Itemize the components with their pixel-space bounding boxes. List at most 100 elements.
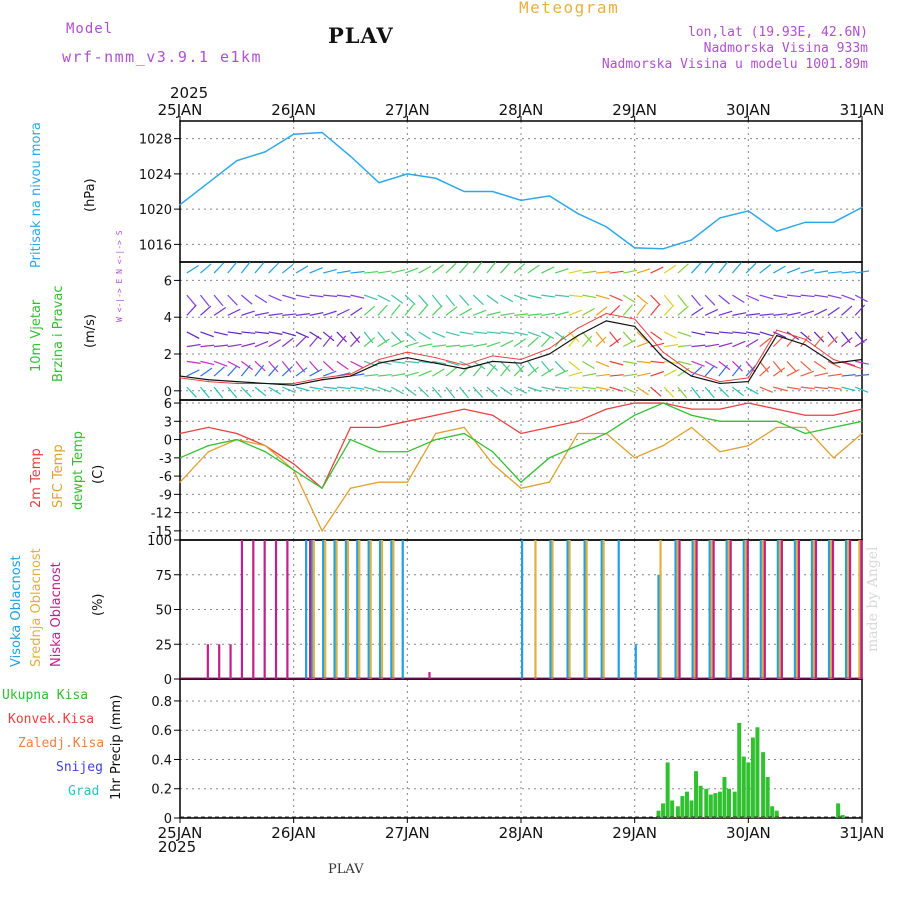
wind-arrow (786, 294, 801, 298)
wind-arrow (254, 360, 266, 372)
temp-line-0-point (861, 408, 863, 410)
y-tick-label: 6 (164, 274, 172, 289)
wind-arrow (582, 294, 597, 299)
wind-arrow (404, 331, 417, 342)
wind-arrow (404, 341, 419, 348)
wind-arrow (186, 360, 201, 364)
cloud-bar (676, 540, 679, 679)
wind-arrow (595, 271, 611, 274)
cloud-bar (206, 644, 209, 679)
wind-arrow (582, 386, 597, 390)
wind-arrow (541, 360, 551, 373)
wind-arrow (827, 373, 842, 377)
cloud-bar (305, 540, 308, 679)
wind-arrow (650, 304, 660, 316)
wind-arrow (568, 335, 578, 348)
temp-line-2-point (520, 481, 522, 483)
wind-arrow (663, 331, 677, 339)
wind-arrow (418, 331, 431, 340)
wind-arrow (445, 262, 457, 274)
wind-arrow (827, 331, 838, 344)
temp-line-1-point (634, 457, 636, 459)
wind-arrow (554, 311, 569, 316)
temp-line-0-point (349, 426, 352, 428)
cloud-bar (659, 540, 662, 679)
cloud-bar (744, 540, 747, 679)
wind-arrow (431, 386, 442, 399)
cloud-bar (674, 540, 677, 679)
temp-line-2-point (804, 432, 806, 435)
wind-arrow (527, 336, 539, 348)
wind-arrow (213, 366, 225, 377)
cloud-bar (390, 540, 393, 679)
wind-arrow (295, 367, 308, 377)
temp-line-2-point (832, 426, 835, 428)
wind-gust-line-point (491, 355, 494, 357)
wind-arrow (336, 294, 351, 298)
wind-arrow (541, 335, 552, 348)
wind-arrow (568, 360, 581, 371)
wind-arrow (636, 386, 649, 396)
precip-bar (774, 810, 779, 818)
wind-arrow (664, 343, 679, 348)
precip-bar (675, 806, 680, 818)
pressure-line-point (406, 173, 408, 175)
wind-arrow (459, 331, 474, 335)
wind-arrow (445, 306, 458, 316)
wind-arrow (432, 360, 447, 365)
wind-arrow (527, 331, 542, 338)
cloud-bar (810, 540, 814, 679)
wind-arrow (595, 360, 610, 368)
wind-arrow (323, 370, 337, 377)
cloud-bar (358, 540, 361, 679)
wind-arrow (732, 294, 745, 303)
wind-arrow (691, 386, 701, 399)
wind-arrow (609, 305, 621, 316)
wind-arrow (186, 343, 201, 348)
wind-arrow (281, 337, 294, 348)
wind-arrow (254, 331, 269, 335)
wind-arrow (773, 312, 788, 316)
wind-speed-line-point (548, 353, 551, 355)
wind-arrow (241, 331, 256, 334)
wind-arrow (582, 270, 597, 274)
wind-arrow (391, 360, 406, 364)
cloud-bar (812, 540, 816, 679)
wind-arrow (677, 386, 688, 399)
wind-gust-line-point (804, 338, 806, 340)
wind-arrow (213, 294, 224, 307)
precip-bar (755, 727, 760, 818)
cloud-bar (602, 540, 605, 679)
wind-gust-line-point (406, 351, 408, 353)
wind-arrow (363, 337, 376, 348)
cloud-bar (678, 540, 681, 679)
cloud-bar (831, 540, 835, 679)
cloud-bar (761, 540, 764, 679)
wind-arrow (500, 262, 511, 274)
wind-arrow (323, 310, 337, 316)
temp-line-0-point (776, 408, 778, 410)
wind-arrow (227, 343, 242, 348)
x-tick-label: 27JAN (385, 101, 430, 119)
wind-arrow (827, 270, 842, 274)
wind-arrow (595, 306, 608, 316)
wind-speed-line-point (577, 335, 579, 337)
wind-arrow (200, 263, 212, 274)
cloud-bar (708, 540, 711, 679)
wind-arrow (282, 386, 296, 394)
cloud-bar (695, 540, 698, 679)
wind-gust-line-point (349, 373, 352, 375)
wind-arrow (377, 386, 392, 393)
wind-arrow (841, 374, 856, 377)
wind-arrow (391, 294, 404, 304)
wind-arrow (404, 304, 415, 316)
wind-arrow (650, 370, 665, 377)
wind-arrow (418, 304, 429, 316)
wind-arrow (814, 270, 829, 274)
wind-arrow (732, 331, 747, 335)
wind-arrow (609, 270, 624, 274)
cloud-bar (829, 540, 833, 679)
temp-line-1-point (577, 432, 579, 435)
wind-arrow (800, 335, 810, 348)
wind-arrow (814, 294, 829, 298)
